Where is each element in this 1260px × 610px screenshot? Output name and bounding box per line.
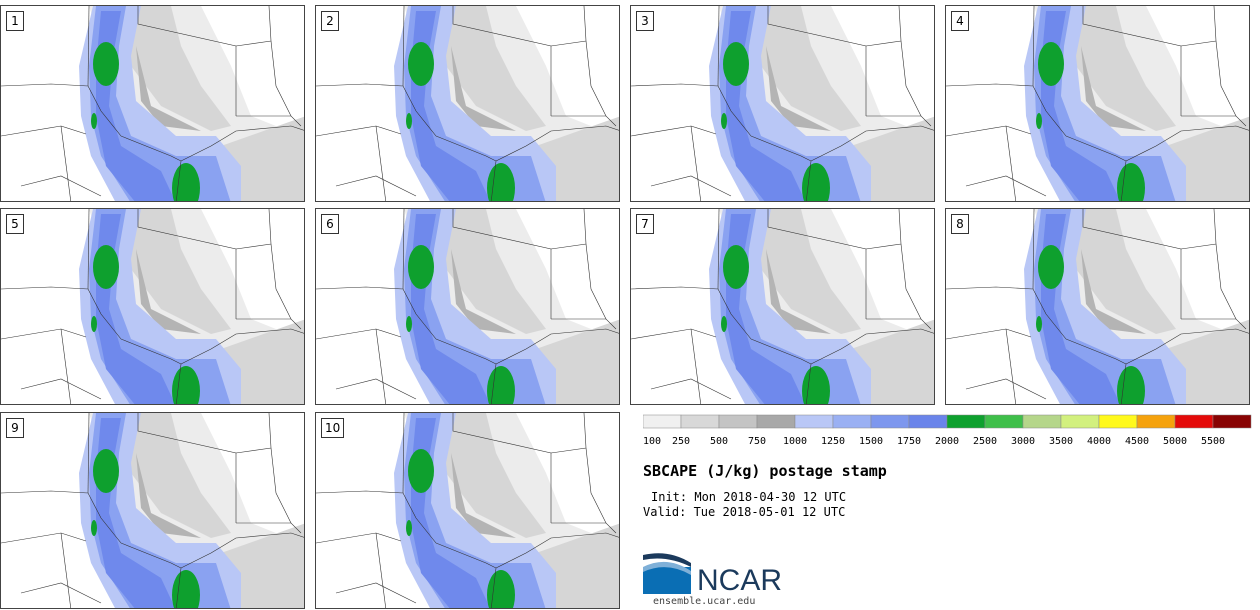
- member-number: 7: [636, 214, 654, 234]
- member-panel-5: 5: [0, 208, 305, 405]
- ncar-logo-text: NCAR: [697, 564, 783, 597]
- member-panel-8: 8: [945, 208, 1250, 405]
- colorbar-swatch: [1022, 414, 1062, 429]
- colorbar-label: 1750: [897, 436, 921, 446]
- colorbar-label: 4500: [1125, 436, 1149, 446]
- colorbar-swatch: [680, 414, 720, 429]
- member-map-2: [316, 6, 619, 201]
- colorbar-swatch: [794, 414, 834, 429]
- member-panel-6: 6: [315, 208, 620, 405]
- ncar-logo-icon: [643, 553, 691, 594]
- colorbar-label: 500: [710, 436, 728, 446]
- member-map-9: [1, 413, 304, 608]
- colorbar-swatch: [1212, 414, 1252, 429]
- colorbar-label: 1500: [859, 436, 883, 446]
- valid-time: Valid: Tue 2018-05-01 12 UTC: [643, 505, 846, 519]
- member-map-4: [946, 6, 1249, 201]
- colorbar-label: 100: [643, 436, 661, 446]
- member-number: 6: [321, 214, 339, 234]
- colorbar-label: 3500: [1049, 436, 1073, 446]
- member-panel-3: 3: [630, 5, 935, 202]
- member-panel-4: 4: [945, 5, 1250, 202]
- colorbar-swatch: [1174, 414, 1214, 429]
- colorbar-swatch: [1136, 414, 1176, 429]
- colorbar-label: 3000: [1011, 436, 1035, 446]
- colorbar-swatch: [946, 414, 986, 429]
- colorbar-swatch: [908, 414, 948, 429]
- colorbar-label: 2000: [935, 436, 959, 446]
- member-map-5: [1, 209, 304, 404]
- member-panel-9: 9: [0, 412, 305, 609]
- member-number: 9: [6, 418, 24, 438]
- member-map-8: [946, 209, 1249, 404]
- init-time: Init: Mon 2018-04-30 12 UTC: [651, 490, 847, 504]
- colorbar-swatch: [832, 414, 872, 429]
- member-number: 10: [321, 418, 345, 438]
- colorbar-swatch: [1060, 414, 1100, 429]
- colorbar-label: 750: [748, 436, 766, 446]
- colorbar-label: 1000: [783, 436, 807, 446]
- member-number: 1: [6, 11, 24, 31]
- member-number: 2: [321, 11, 339, 31]
- product-title: SBCAPE (J/kg) postage stamp: [643, 462, 887, 480]
- colorbar-label: 1250: [821, 436, 845, 446]
- member-map-10: [316, 413, 619, 608]
- colorbar-swatch: [718, 414, 758, 429]
- member-number: 8: [951, 214, 969, 234]
- member-map-6: [316, 209, 619, 404]
- member-number: 3: [636, 11, 654, 31]
- colorbar-label: 2500: [973, 436, 997, 446]
- member-panel-2: 2: [315, 5, 620, 202]
- member-map-1: [1, 6, 304, 201]
- colorbar-label: 4000: [1087, 436, 1111, 446]
- ensemble-url: ensemble.ucar.edu: [653, 596, 756, 607]
- member-panel-1: 1: [0, 5, 305, 202]
- colorbar-swatch: [870, 414, 910, 429]
- member-map-7: [631, 209, 934, 404]
- colorbar-swatch: [984, 414, 1024, 429]
- colorbar-swatch: [1098, 414, 1138, 429]
- member-number: 4: [951, 11, 969, 31]
- colorbar-swatch: [643, 414, 682, 429]
- member-number: 5: [6, 214, 24, 234]
- colorbar-legend: 100 250 500 750 1000 1250 1500 1750 2000 2500 3000…: [643, 414, 1252, 446]
- colorbar-label: 250: [672, 436, 690, 446]
- member-panel-7: 7: [630, 208, 935, 405]
- member-map-3: [631, 6, 934, 201]
- member-panel-10: 10: [315, 412, 620, 609]
- colorbar-swatch: [756, 414, 796, 429]
- colorbar-label: 5500: [1201, 436, 1225, 446]
- colorbar-label: 5000: [1163, 436, 1187, 446]
